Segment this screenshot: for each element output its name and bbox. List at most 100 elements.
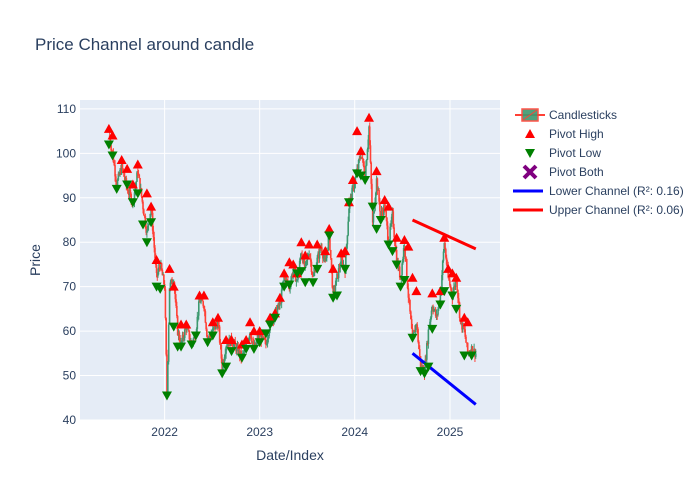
candle-body [336, 273, 338, 278]
candle-body [284, 276, 286, 279]
legend-item[interactable]: Candlesticks [515, 108, 617, 122]
x-axis-title: Date/Index [256, 447, 324, 463]
legend-item[interactable]: Pivot Both [522, 164, 604, 180]
candle-body [292, 269, 295, 276]
legend-label: Lower Channel (R²: 0.16) [549, 184, 684, 198]
legend-item[interactable]: Pivot Low [525, 146, 601, 160]
pivot-high-marker [296, 237, 307, 247]
candle-body [450, 288, 453, 295]
pivot-markers [103, 112, 477, 401]
pivot-low-marker [367, 202, 378, 212]
pivot-high-marker [427, 288, 438, 298]
legend-item[interactable]: Upper Channel (R²: 0.06) [513, 203, 684, 217]
x-axis-ticks: 2022 2023 2024 2025 [151, 425, 463, 439]
candle-body [389, 226, 391, 240]
candle-body [318, 248, 321, 259]
candle-body [441, 260, 444, 275]
x-icon [522, 164, 538, 180]
candle-body [322, 257, 325, 259]
candle-body [431, 307, 434, 311]
pivot-high-marker [391, 232, 402, 242]
pivot-low-marker [226, 347, 237, 357]
candle-body [368, 126, 371, 146]
candle-body [458, 302, 461, 318]
pivot-low-marker [331, 291, 342, 301]
candle-body [310, 261, 313, 272]
candle-body [146, 225, 149, 231]
candle-body [428, 327, 430, 330]
candle-body [393, 227, 395, 238]
candle-body [348, 208, 350, 222]
candle-body [128, 190, 131, 195]
pivot-high-marker [443, 263, 454, 273]
legend-item[interactable]: Pivot High [525, 127, 604, 141]
candle-body [439, 295, 442, 304]
candle-body [171, 279, 173, 285]
candle-body [471, 346, 474, 355]
pivot-low-marker [107, 151, 118, 161]
candle-body [459, 317, 462, 322]
candle-body [226, 346, 228, 348]
candle-body [176, 305, 178, 317]
candle-body [309, 257, 312, 262]
pivot-low-marker [168, 322, 179, 332]
candle-body [430, 310, 433, 318]
legend-label: Upper Channel (R²: 0.06) [549, 203, 684, 217]
candle-body [352, 185, 355, 189]
x-tick-label: 2022 [151, 425, 178, 439]
pivot-high-marker [107, 130, 118, 140]
candle-body [263, 337, 266, 340]
pivot-low-marker [407, 333, 418, 343]
candle-body [179, 339, 181, 345]
candle-body [277, 303, 280, 309]
pivot-low-marker [340, 264, 351, 274]
pivot-high-marker [352, 126, 363, 136]
pivot-high-marker [132, 159, 143, 169]
candle-body [358, 157, 361, 161]
pivot-high-marker [324, 223, 335, 233]
y-tick-label: 90 [63, 191, 77, 205]
pivot-low-marker [375, 216, 386, 225]
pivot-low-marker [371, 224, 382, 234]
pivot-low-marker [279, 282, 290, 292]
candle-body [160, 263, 163, 271]
pivot-high-marker [451, 272, 462, 282]
candle-body [466, 342, 469, 353]
candle-body [157, 271, 159, 276]
candle-body [341, 259, 344, 268]
pivot-high-marker [399, 235, 410, 244]
candle-body [432, 307, 434, 311]
pivot-low-marker [248, 344, 259, 354]
pivot-low-marker [399, 276, 410, 285]
pivot-low-marker [161, 391, 172, 401]
candle-body [437, 308, 439, 315]
candle-body [297, 278, 299, 280]
pivot-high-marker [146, 201, 157, 211]
candle-body [366, 149, 369, 160]
candle-body [197, 315, 199, 317]
candle-body [208, 335, 210, 340]
pivot-high-marker [254, 326, 265, 336]
candle-body [142, 201, 144, 210]
candle-body [182, 334, 185, 339]
candle-body [347, 221, 349, 236]
candle-body [136, 172, 138, 182]
candle-body [138, 174, 141, 179]
candle-body [279, 301, 281, 306]
candle-body [203, 306, 205, 309]
candle-body [316, 257, 319, 266]
candle-body [359, 157, 361, 159]
candle-body [338, 268, 341, 269]
candle-body [352, 185, 354, 188]
candle-body [154, 247, 156, 259]
candle-body [345, 252, 347, 274]
candle-body [143, 215, 146, 217]
candle-body [214, 323, 217, 330]
legend[interactable]: Candlesticks Pivot High Pivot Low Pivot Bot… [513, 108, 684, 217]
candle-body [474, 353, 477, 357]
candle-body [275, 307, 278, 315]
legend-item[interactable]: Lower Channel (R²: 0.16) [513, 184, 684, 198]
candle-body [325, 258, 327, 262]
candle-body [116, 179, 119, 188]
candle-body [441, 274, 443, 289]
